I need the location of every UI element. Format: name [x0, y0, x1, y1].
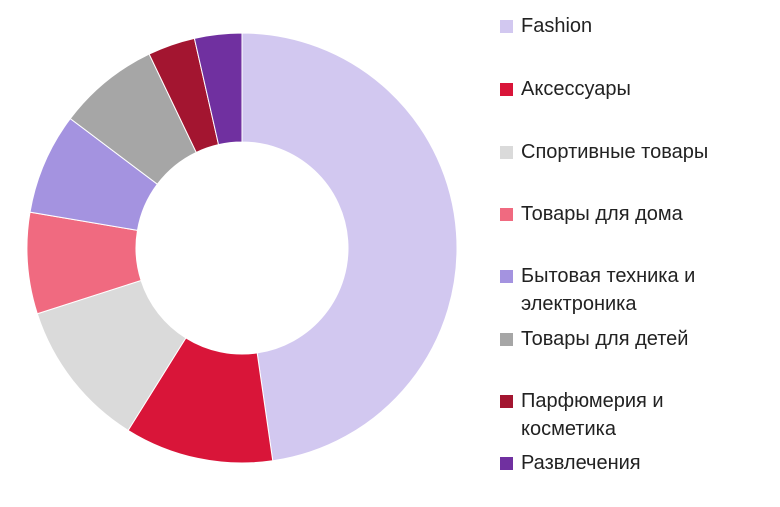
legend-item-3: Спортивные товары [500, 138, 770, 166]
legend-item-1: Fashion [500, 12, 770, 40]
legend-item-4: Товары для дома [500, 200, 770, 228]
legend-item-7: Парфюмерия и косметика [500, 387, 770, 443]
donut-slices [26, 32, 458, 464]
legend-label: Спортивные товары [521, 141, 709, 163]
legend-label: Товары для детей [521, 328, 689, 350]
legend-label: Парфюмерия и косметика [521, 390, 664, 440]
legend-item-8: Развлечения [500, 449, 770, 477]
legend-swatch [500, 146, 513, 159]
legend-item-6: Товары для детей [500, 325, 770, 353]
legend-label: Аксессуары [521, 78, 631, 100]
legend-swatch [500, 395, 513, 408]
legend-swatch [500, 457, 513, 470]
legend-swatch [500, 20, 513, 33]
legend-label: Развлечения [521, 452, 641, 474]
legend-item-2: Аксессуары [500, 75, 770, 103]
legend-item-5: Бытовая техника и электроника [500, 262, 770, 318]
legend-label: Бытовая техника и электроника [521, 265, 696, 315]
legend-label: Товары для дома [521, 203, 683, 225]
legend-swatch [500, 208, 513, 221]
donut-chart [26, 32, 458, 464]
legend-swatch [500, 83, 513, 96]
slice-1 [241, 32, 458, 462]
legend-swatch [500, 333, 513, 346]
slice-8 [193, 32, 243, 146]
legend-label: Fashion [521, 15, 593, 37]
legend-swatch [500, 270, 513, 283]
